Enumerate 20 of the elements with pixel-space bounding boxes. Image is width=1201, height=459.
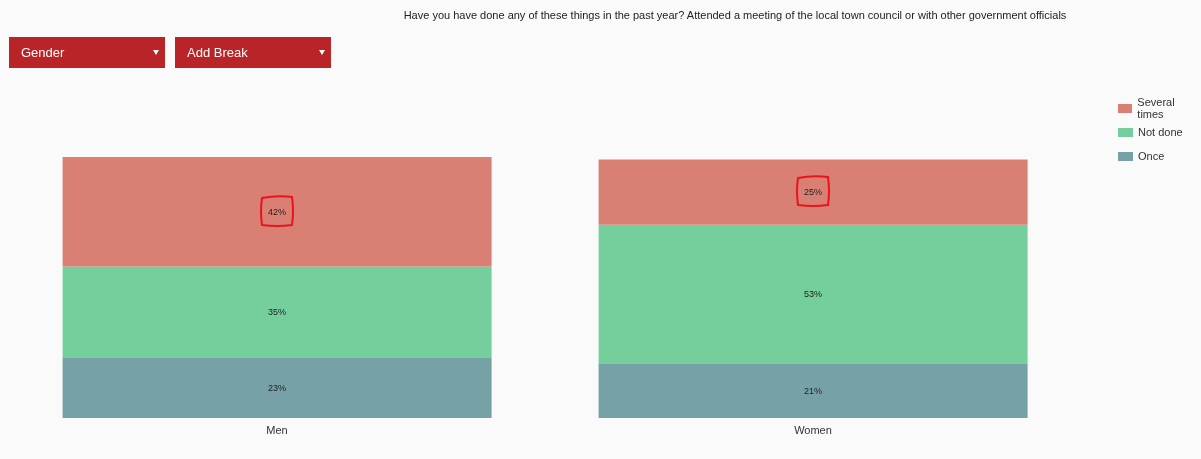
legend-label: Once — [1137, 149, 1166, 164]
data-label: 25% — [804, 187, 823, 198]
bar — [62, 266, 492, 358]
dropdown: Add Break — [175, 37, 331, 68]
x-tick-label: Men — [266, 423, 288, 436]
dropdown: Gender — [9, 37, 165, 68]
bar — [62, 157, 492, 267]
chart-title: Have you have done any of these things in the past year? Attended a meeting of the local town council or with other government officials — [402, 9, 1068, 21]
bar — [598, 363, 1028, 418]
data-label: 23% — [268, 382, 287, 393]
bar — [598, 224, 1028, 364]
data-label: 35% — [268, 307, 287, 318]
legend-label: Not done — [1137, 125, 1184, 140]
data-label: 21% — [804, 385, 823, 396]
data-label: 42% — [268, 206, 287, 217]
bar — [62, 357, 492, 418]
x-tick-label: Women — [794, 423, 832, 436]
bar — [598, 159, 1028, 225]
legend-label: Several times — [1136, 96, 1176, 120]
data-label: 53% — [804, 289, 823, 300]
